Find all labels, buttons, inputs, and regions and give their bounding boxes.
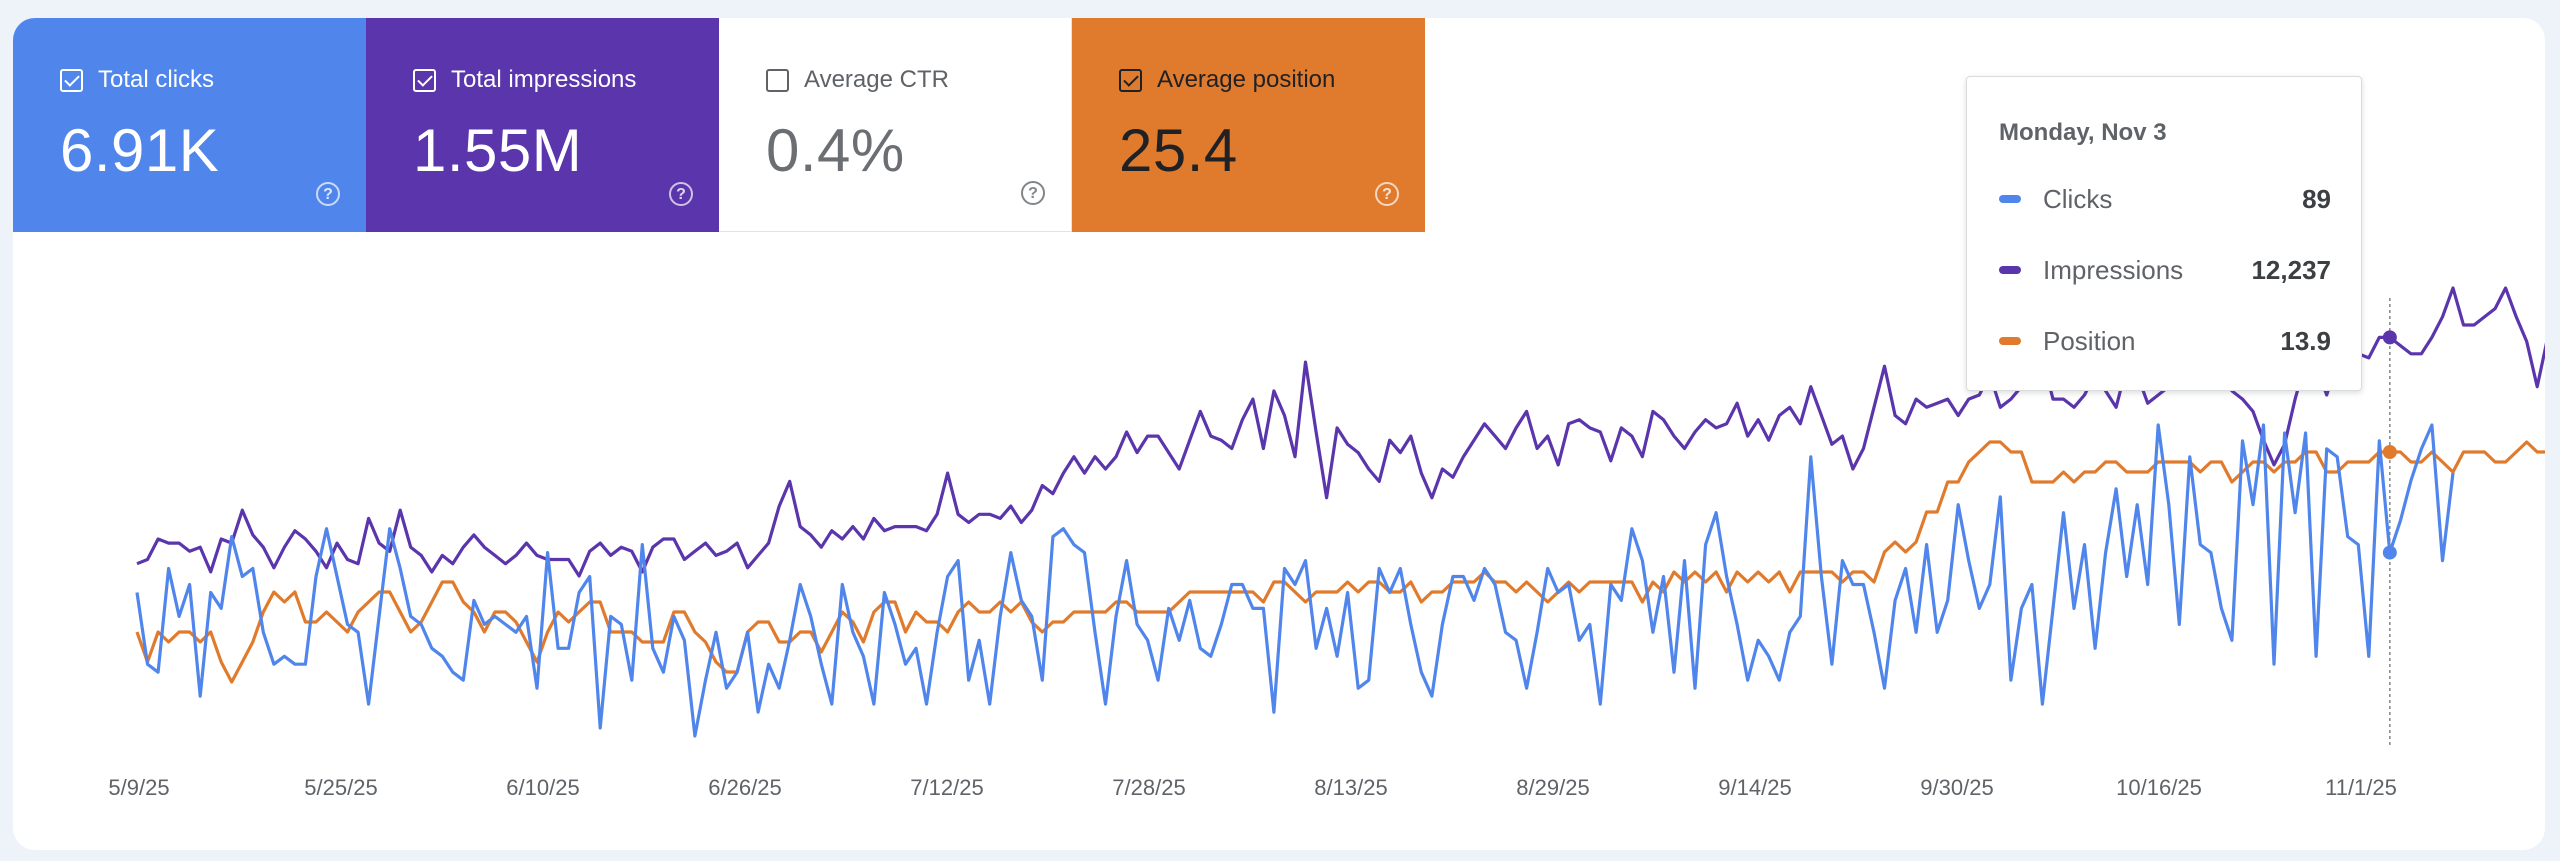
hover-point-clicks: [2382, 545, 2397, 560]
tooltip-metric-value: 89: [2302, 183, 2331, 214]
tooltip-metric-name: Impressions: [2043, 254, 2184, 285]
tooltip-row-position: Position 13.9: [1999, 321, 2331, 361]
help-icon[interactable]: ?: [316, 182, 340, 206]
x-tick-label: 7/28/25: [1112, 775, 1185, 800]
x-tick-label: 8/13/25: [1314, 775, 1387, 800]
card-label: Average CTR: [804, 66, 949, 93]
legend-swatch-icon: [1999, 195, 2021, 203]
card-label: Total impressions: [451, 66, 637, 93]
chart-tooltip: Monday, Nov 3 Clicks 89 Impressions 12,2…: [1966, 76, 2362, 391]
checkbox-checked-icon[interactable]: [60, 68, 83, 92]
average-position-card[interactable]: Average position 25.4 ?: [1072, 18, 1425, 232]
help-icon[interactable]: ?: [669, 182, 693, 206]
checkbox-unchecked-icon[interactable]: [766, 68, 789, 92]
tooltip-metric-value: 12,237: [2251, 254, 2331, 285]
card-label: Average position: [1157, 66, 1336, 93]
card-value: 6.91K: [60, 117, 220, 184]
x-axis-ticks: 5/9/25 5/25/25 6/10/25 6/26/25 7/12/25 7/28/2…: [108, 775, 2396, 800]
x-tick-label: 9/30/25: [1920, 775, 1993, 800]
hover-point-position: [2382, 445, 2397, 459]
tooltip-metric-name: Clicks: [2043, 183, 2113, 214]
legend-swatch-icon: [1999, 266, 2021, 274]
x-tick-label: 5/25/25: [304, 775, 377, 800]
series-line-clicks: [135, 423, 2455, 738]
card-header: Average CTR: [766, 66, 949, 94]
x-tick-label: 10/16/25: [2116, 775, 2202, 800]
card-value: 1.55M: [413, 117, 583, 184]
legend-swatch-icon: [1999, 337, 2021, 345]
card-header: Average position: [1119, 66, 1335, 94]
help-icon[interactable]: ?: [1375, 182, 1399, 206]
total-clicks-card[interactable]: Total clicks 6.91K ?: [13, 18, 366, 232]
performance-panel: 5/9/25 5/25/25 6/10/25 6/26/25 7/12/25 7/28/2…: [13, 18, 2545, 850]
tooltip-date: Monday, Nov 3: [1999, 119, 2167, 146]
card-value: 25.4: [1119, 117, 1238, 184]
average-ctr-card[interactable]: Average CTR 0.4% ?: [719, 18, 1072, 232]
help-icon[interactable]: ?: [1021, 181, 1045, 205]
metric-cards: Total clicks 6.91K ? Total impressions 1…: [13, 18, 1425, 232]
total-impressions-card[interactable]: Total impressions 1.55M ?: [366, 18, 719, 232]
hover-marker: [2382, 298, 2397, 746]
tooltip-row-clicks: Clicks 89: [1999, 179, 2331, 219]
checkbox-checked-icon[interactable]: [413, 68, 436, 92]
x-tick-label: 6/26/25: [708, 775, 781, 800]
card-header: Total impressions: [413, 66, 636, 94]
tooltip-metric-value: 13.9: [2280, 325, 2331, 356]
x-tick-label: 9/14/25: [1718, 775, 1791, 800]
x-tick-label: 8/29/25: [1516, 775, 1589, 800]
x-tick-label: 5/9/25: [108, 775, 169, 800]
x-tick-label: 11/1/25: [2325, 775, 2397, 800]
x-tick-label: 6/10/25: [506, 775, 579, 800]
tooltip-metric-name: Position: [2043, 325, 2136, 356]
tooltip-row-impressions: Impressions 12,237: [1999, 250, 2331, 290]
performance-chart: 5/9/25 5/25/25 6/10/25 6/26/25 7/12/25 7/28/2…: [108, 286, 2545, 800]
card-value: 0.4%: [766, 117, 905, 184]
checkbox-checked-icon[interactable]: [1119, 68, 1142, 92]
x-tick-label: 7/12/25: [910, 775, 983, 800]
card-header: Total clicks: [60, 66, 214, 94]
card-label: Total clicks: [98, 66, 215, 93]
hover-point-impressions: [2382, 330, 2397, 345]
